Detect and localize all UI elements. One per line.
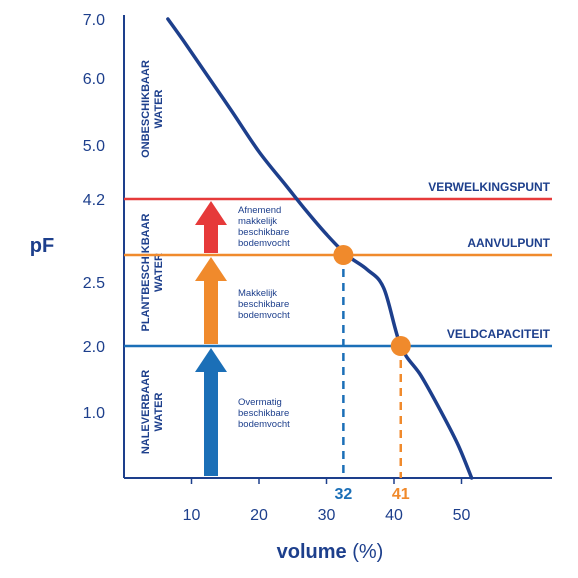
- zone-label-0: ONBESCHIKBAARWATER: [140, 60, 165, 158]
- y-tick-label-6: 1.0: [83, 405, 105, 422]
- x-tick-label-2: 30: [318, 507, 336, 524]
- y-tick-label-3: 4.2: [83, 192, 105, 209]
- marker-point-1: [390, 336, 411, 356]
- reference-label-1: AANVULPUNT: [467, 236, 550, 250]
- zone-label-2: NALEVERBAARWATER: [140, 370, 165, 454]
- marker-label-0: 32: [334, 486, 352, 503]
- pf-curve: [166, 17, 474, 480]
- arrow-note-1: Makkelijk beschikbare bodemvocht: [238, 288, 290, 321]
- y-tick-label-4: 2.5: [83, 275, 105, 292]
- arrow-note-2: Overmatig beschikbare bodemvocht: [238, 397, 290, 430]
- x-axis-title: volume (%): [277, 541, 384, 563]
- x-tick-label-1: 20: [250, 507, 268, 524]
- x-tick-label-0: 10: [183, 507, 201, 524]
- zone-arrow-0: [195, 201, 227, 253]
- reference-label-2: VELDCAPACITEIT: [447, 327, 551, 341]
- y-tick-label-0: 7.0: [83, 12, 105, 29]
- arrow-note-0: Afnemend makkelijk beschikbare bodemvocht: [238, 205, 290, 249]
- marker-label-1: 41: [392, 486, 410, 503]
- zone-label-1: PLANTBESCHIKBAARWATER: [140, 213, 165, 331]
- y-tick-label-5: 2.0: [83, 339, 105, 356]
- marker-point-0: [333, 245, 354, 265]
- zone-arrow-2: [195, 348, 227, 476]
- zone-arrow-1: [195, 257, 227, 344]
- reference-label-0: VERWELKINGSPUNT: [428, 180, 550, 194]
- x-tick-label-3: 40: [385, 507, 403, 524]
- y-tick-label-1: 6.0: [83, 71, 105, 88]
- y-tick-label-2: 5.0: [83, 138, 105, 155]
- x-tick-label-4: 50: [453, 507, 471, 524]
- y-axis-title: pF: [30, 235, 54, 257]
